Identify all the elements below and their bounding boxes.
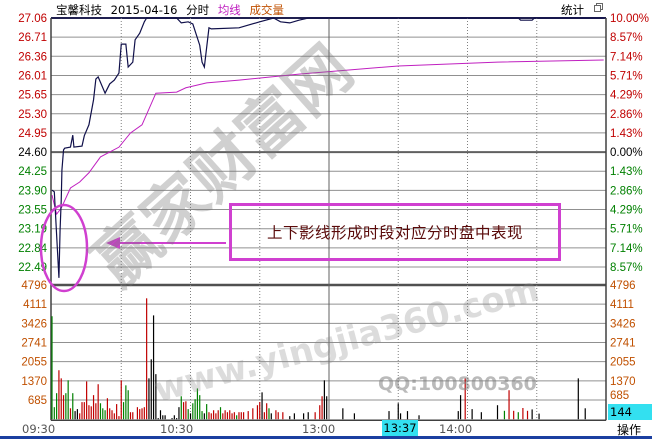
volume-tick-label: 1370: [21, 376, 47, 388]
avg-line-legend[interactable]: 均线: [217, 3, 241, 17]
volume-tick-label: 4111: [23, 299, 47, 311]
percent-tick-label: 7.14%: [610, 243, 643, 255]
percent-tick-label: 7.14%: [610, 51, 643, 63]
stats-button[interactable]: 统计: [561, 3, 584, 17]
price-tick-label: 24.95: [18, 128, 47, 140]
volume-tick-label: 4796: [610, 280, 636, 292]
price-tick-label: 23.55: [18, 205, 47, 217]
volume-tick-label: 2055: [610, 357, 636, 369]
volume-tick-label: 2741: [610, 338, 636, 350]
volume-tick-label: 4796: [21, 280, 47, 292]
cursor-volume-box: 144: [608, 404, 652, 420]
volume-tick-label: 1370: [610, 376, 636, 388]
percent-tick-label: 1.43%: [610, 128, 643, 140]
volume-tick-label: 3426: [610, 318, 636, 330]
price-tick-label: 25.30: [18, 109, 47, 121]
volume-bars: [51, 298, 586, 420]
grid: [50, 17, 607, 421]
time-label-1400: 14:00: [439, 422, 473, 436]
time-label-1030: 10:30: [160, 422, 194, 436]
annotation-text: 上下影线形成时段对应分时盘中表现: [266, 224, 523, 242]
price-tick-label: 26.36: [18, 51, 47, 63]
price-tick-label: 27.06: [18, 13, 47, 25]
percent-tick-label: 4.29%: [610, 90, 643, 102]
window-restore-icon[interactable]: [594, 3, 603, 12]
chart-header: 宝馨科技 2015-04-16 分时 均线 成交量: [56, 2, 289, 18]
volume-tick-label: 685: [28, 395, 47, 407]
time-label-0930: 09:30: [22, 422, 56, 436]
percent-tick-label: 1.43%: [610, 166, 643, 178]
view-label: 分时: [186, 3, 210, 17]
cursor-time-box: 13:37: [382, 420, 418, 437]
price-tick-label: 23.90: [18, 185, 47, 197]
percent-tick-label: 4.29%: [610, 205, 643, 217]
percent-tick-label: 8.57%: [610, 32, 643, 44]
price-tick-label: 22.49: [18, 262, 47, 274]
axis-labels: 27.06 10.00% 26.71 8.57% 26.36 7.14% 26.01 5.71…: [18, 13, 649, 407]
volume-tick-label: 4111: [610, 299, 634, 311]
price-tick-label: 22.84: [18, 243, 47, 255]
percent-tick-label: 0.00%: [610, 147, 643, 159]
volume-tick-label: 685: [610, 390, 629, 402]
price-tick-label: 26.01: [18, 70, 47, 82]
time-label-1300: 13:00: [302, 422, 336, 436]
price-tick-label: 25.65: [18, 90, 47, 102]
annotation-arrow-head: [106, 237, 120, 249]
chart-date: 2015-04-16: [110, 3, 178, 17]
volume-legend[interactable]: 成交量: [249, 3, 284, 17]
volume-tick-label: 3426: [21, 318, 47, 330]
percent-tick-label: 2.86%: [610, 109, 643, 121]
percent-tick-label: 10.00%: [610, 13, 649, 25]
annotation-box: 上下影线形成时段对应分时盘中表现: [229, 203, 561, 261]
price-tick-label: 24.60: [18, 147, 47, 159]
volume-tick-label: 2741: [21, 338, 47, 350]
price-line: [51, 17, 604, 278]
price-tick-label: 23.19: [18, 224, 47, 236]
percent-tick-label: 5.71%: [610, 224, 643, 236]
operate-button[interactable]: 操作: [617, 423, 642, 437]
stock-name: 宝馨科技: [56, 3, 102, 17]
price-tick-label: 24.25: [18, 166, 47, 178]
bottom-bar: [0, 436, 652, 439]
percent-tick-label: 8.57%: [610, 262, 643, 274]
annotation-ellipse: [39, 203, 89, 293]
volume-tick-label: 2055: [21, 357, 47, 369]
price-tick-label: 26.71: [18, 32, 47, 44]
percent-tick-label: 5.71%: [610, 70, 643, 82]
average-price-line: [51, 59, 604, 216]
percent-tick-label: 2.86%: [610, 185, 643, 197]
